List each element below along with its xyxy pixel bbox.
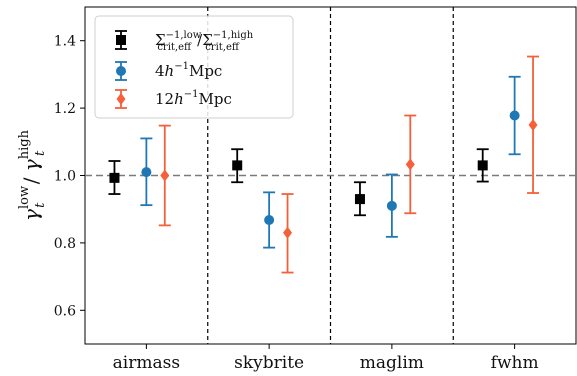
data-point xyxy=(386,200,397,211)
y-axis-label-text: γlowt / γhight xyxy=(17,129,48,221)
x-tick-label: fwhm xyxy=(491,353,539,373)
data-point xyxy=(528,118,538,131)
legend-item: 4h−1Mpc xyxy=(115,61,222,81)
legend-item: Σ−1,low crit,eff/Σ−1,high crit,eff xyxy=(115,30,254,53)
data-point xyxy=(405,158,415,171)
series-circle xyxy=(140,75,521,249)
data-point xyxy=(354,194,365,205)
series-square xyxy=(108,148,489,217)
data-point xyxy=(264,214,275,225)
data-marks xyxy=(108,55,540,274)
x-tick-label: maglim xyxy=(360,353,424,373)
legend-marker xyxy=(116,35,126,45)
y-tick-label: 0.6 xyxy=(54,303,76,319)
legend: Σ−1,low crit,eff/Σ−1,high crit,eff 4h−1Mpc 1… xyxy=(94,15,294,119)
legend-item: 12h−1Mpc xyxy=(115,89,232,109)
data-point xyxy=(160,169,170,182)
data-point xyxy=(141,167,152,178)
data-point xyxy=(232,160,243,171)
legend-marker xyxy=(116,93,126,105)
data-point xyxy=(109,172,120,183)
data-point xyxy=(477,160,488,171)
y-tick-label: 1.0 xyxy=(54,169,76,185)
x-tick-label: skybrite xyxy=(234,353,304,373)
legend-label: 4h−1Mpc xyxy=(155,61,222,80)
series-diamond xyxy=(158,55,540,274)
y-tick-label: 0.8 xyxy=(54,236,76,252)
legend-marker xyxy=(116,66,126,76)
data-point xyxy=(509,110,520,121)
y-axis-label: γlowt / γhight xyxy=(17,129,48,221)
data-point xyxy=(283,226,293,239)
legend-label: Σ−1,low crit,eff/Σ−1,high crit,eff xyxy=(155,30,254,53)
y-tick-label: 1.2 xyxy=(54,101,76,117)
y-tick-label: 1.4 xyxy=(54,34,76,50)
x-tick-label: airmass xyxy=(113,353,180,373)
legend-label: 12h−1Mpc xyxy=(155,89,232,108)
legend-box xyxy=(94,15,294,119)
